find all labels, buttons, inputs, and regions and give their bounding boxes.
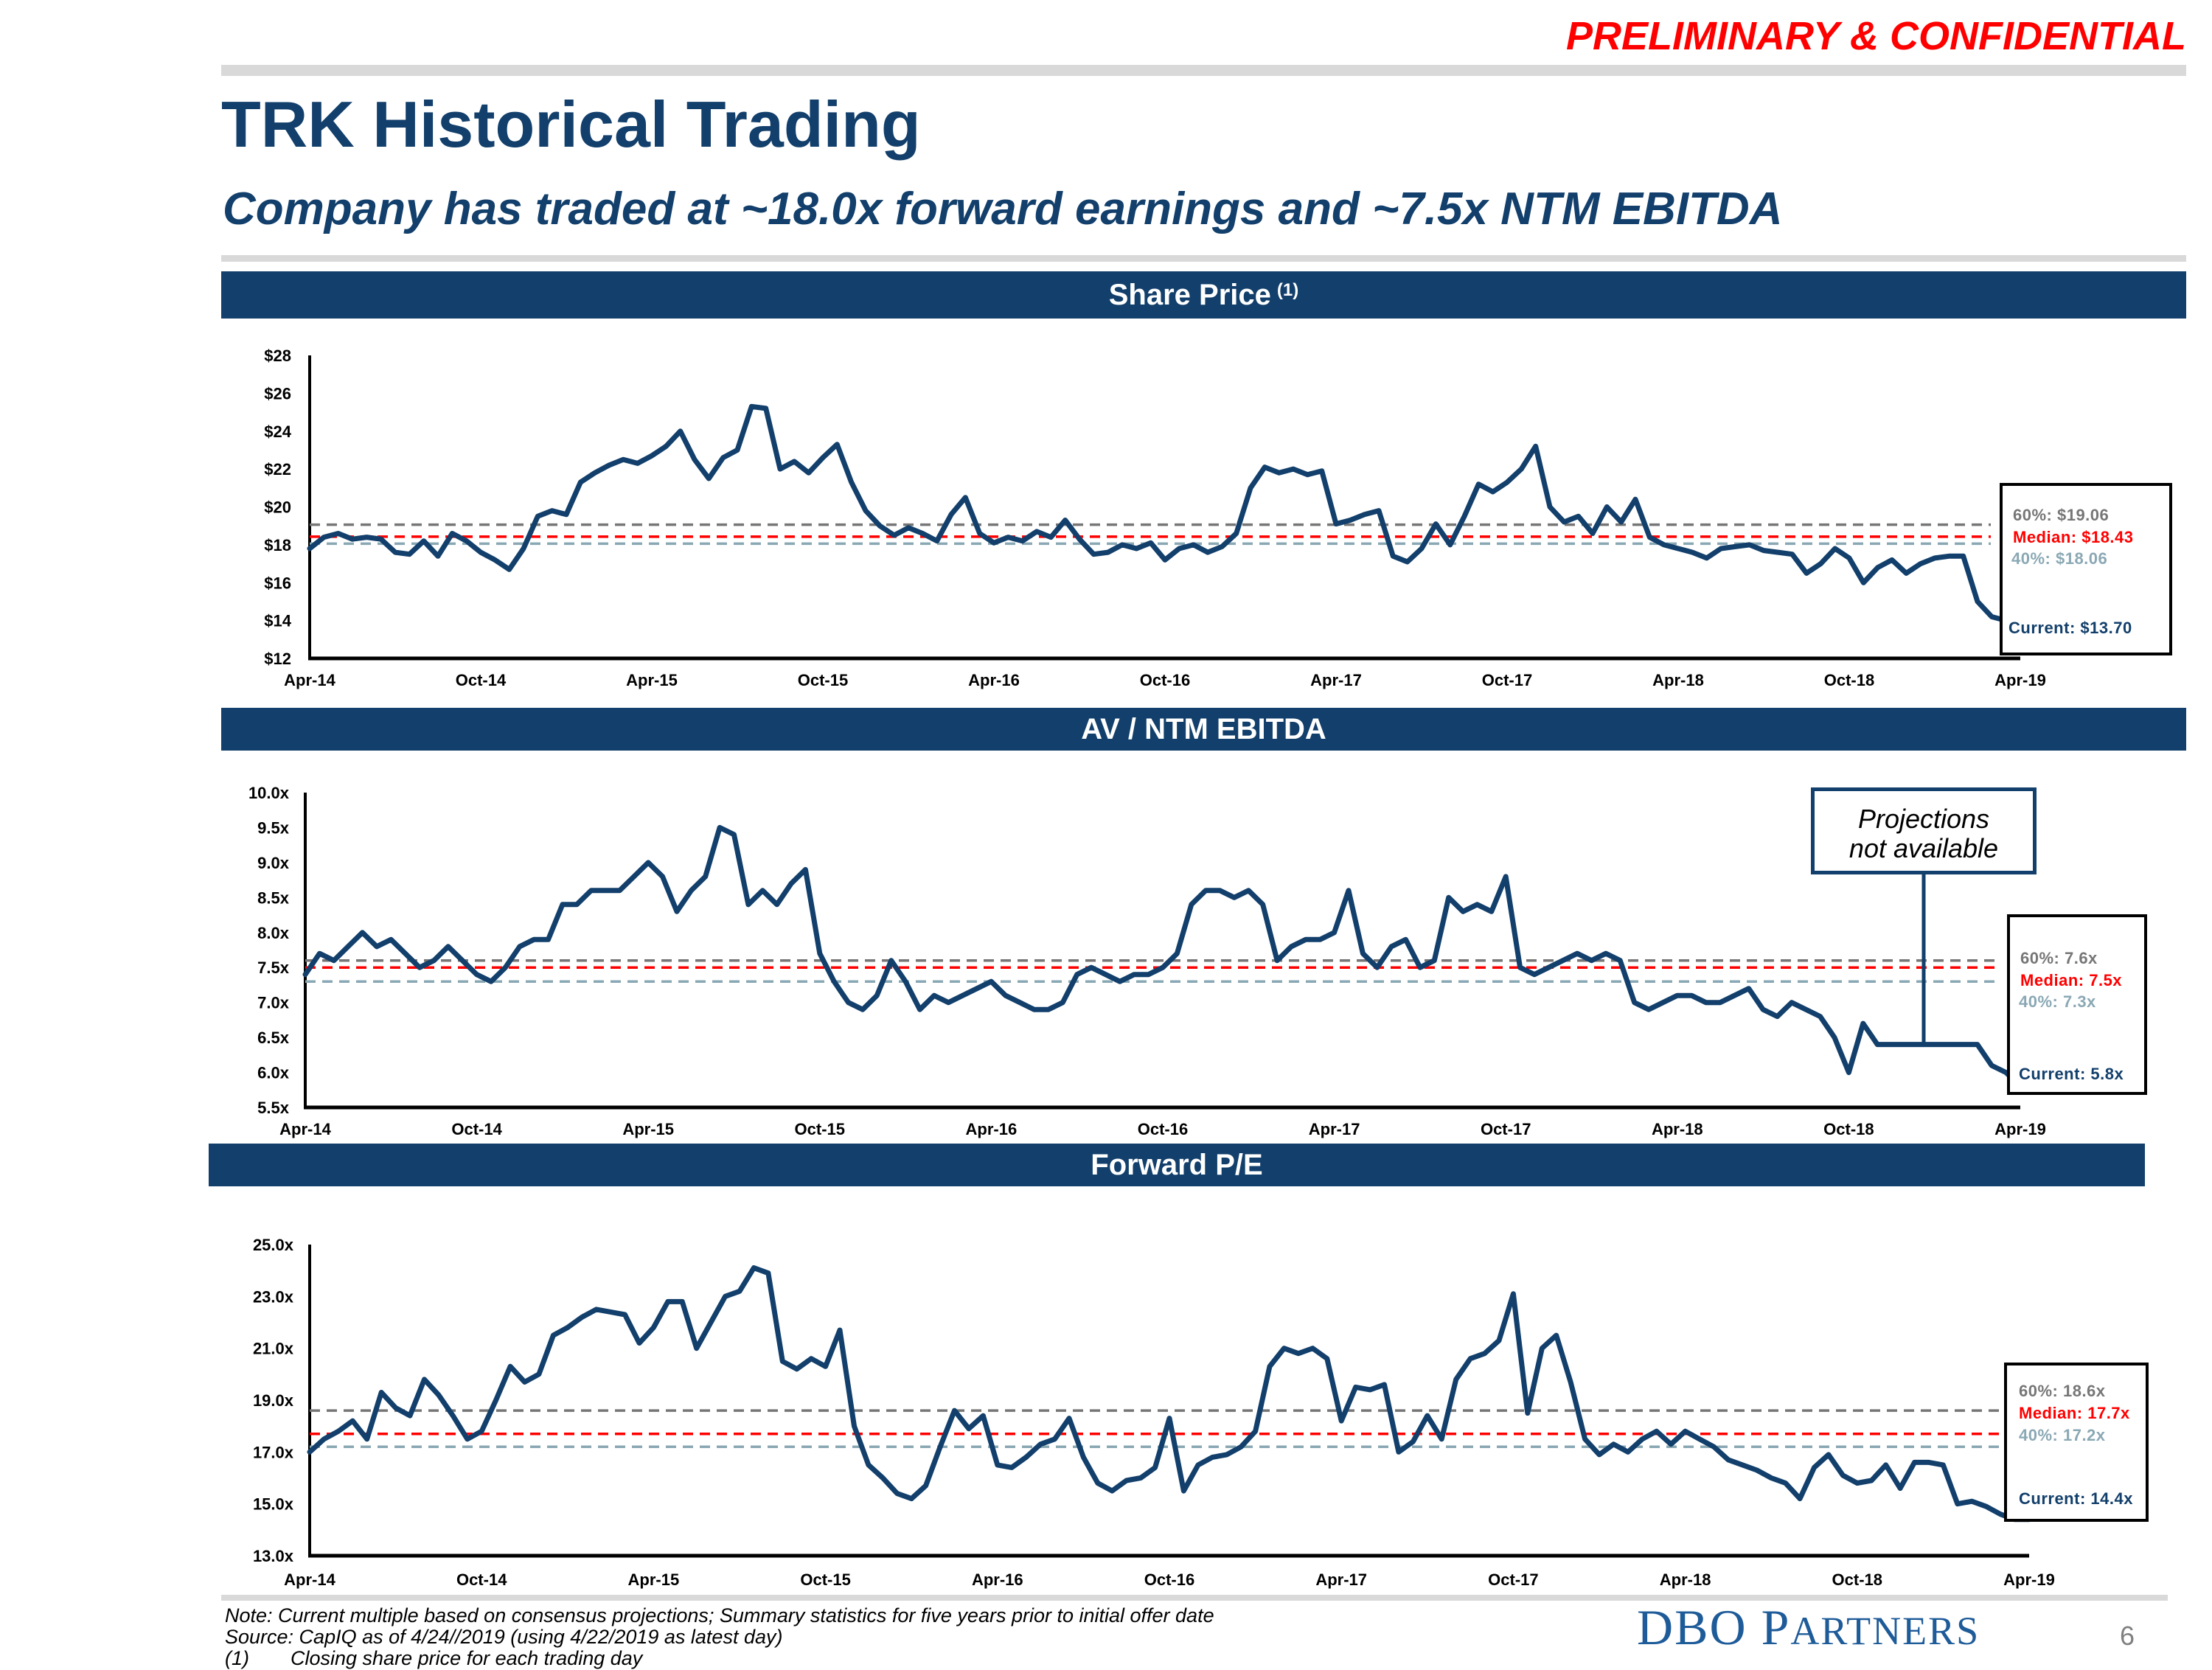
forward-pe-stats-box: 60%: 18.6x Median: 17.7x 40%: 17.2x Curr…: [2004, 1363, 2149, 1522]
y-tick-label: $22: [264, 460, 291, 479]
logo-p: P: [1761, 1599, 1791, 1655]
y-tick-label: 13.0x: [253, 1547, 294, 1565]
x-tick-label: Oct-16: [1138, 1120, 1188, 1138]
stat-current: Current: $13.70: [2008, 619, 2132, 638]
x-tick-label: Apr-16: [968, 671, 1020, 689]
x-tick-label: Apr-17: [1315, 1570, 1367, 1589]
y-tick-label: 19.0x: [253, 1391, 294, 1410]
ev-ebitda-chart: 5.5x 6.0x 6.5x 7.0x 7.5x 8.0x 8.5x 9.0x 9.5x 10.0…: [248, 784, 2046, 1138]
y-tick-label: 21.0x: [253, 1340, 294, 1358]
x-tick-label: Oct-17: [1488, 1570, 1538, 1589]
x-tick-label: Apr-17: [1310, 671, 1362, 689]
y-tick-label: 7.0x: [257, 994, 290, 1012]
x-tick-label: Oct-14: [451, 1120, 502, 1138]
x-tick-label: Apr-15: [628, 1570, 680, 1589]
stat-40pct: 40%: 7.3x: [2019, 992, 2096, 1012]
share-price-stats-box: 60%: $19.06 Median: $18.43 40%: $18.06 C…: [2000, 483, 2172, 655]
x-tick-label: Oct-18: [1832, 1570, 1882, 1589]
y-tick-label: 15.0x: [253, 1495, 294, 1514]
y-tick-label: 10.0x: [248, 784, 290, 802]
y-tick-label: 9.0x: [257, 854, 290, 872]
x-tick-label: Oct-17: [1482, 671, 1532, 689]
series-line: [310, 406, 2020, 626]
stat-median: Median: 7.5x: [2020, 971, 2122, 990]
x-tick-label: Apr-15: [622, 1120, 674, 1138]
stat-current: Current: 14.4x: [2019, 1489, 2133, 1509]
projections-callout: Projections not available: [1811, 787, 2037, 874]
footnote-number: (1): [225, 1647, 249, 1669]
x-tick-label: Apr-18: [1652, 671, 1704, 689]
y-tick-label: 17.0x: [253, 1443, 294, 1461]
y-tick-label: 23.0x: [253, 1287, 294, 1306]
footnote-text: Closing share price for each trading day: [291, 1647, 642, 1669]
x-tick-label: Apr-15: [626, 671, 678, 689]
x-tick-label: Oct-16: [1140, 671, 1190, 689]
y-tick-label: 8.0x: [257, 924, 290, 942]
y-tick-label: $20: [264, 498, 291, 517]
stat-40pct: 40%: $18.06: [2011, 549, 2107, 568]
stat-median: Median: 17.7x: [2019, 1404, 2130, 1423]
x-tick-label: Apr-19: [2003, 1570, 2055, 1589]
callout-line-2: not available: [1815, 834, 2033, 863]
x-tick-label: Apr-14: [284, 671, 335, 689]
x-tick-label: Oct-16: [1144, 1570, 1194, 1589]
forward-pe-chart: 13.0x 15.0x 17.0x 19.0x 21.0x 23.0x 25.0x Apr-1…: [253, 1236, 2055, 1589]
y-tick-label: 5.5x: [257, 1099, 290, 1117]
source-text: Source: CapIQ as of 4/24//2019 (using 4/…: [225, 1626, 782, 1649]
callout-line-1: Projections: [1815, 804, 2033, 834]
y-tick-label: $16: [264, 574, 291, 592]
x-tick-label: Oct-14: [456, 1570, 507, 1589]
stat-60pct: 60%: 18.6x: [2019, 1382, 2106, 1401]
y-tick-label: 9.5x: [257, 818, 290, 837]
y-tick-label: 8.5x: [257, 888, 290, 907]
y-tick-label: $24: [264, 422, 291, 441]
x-tick-label: Apr-19: [1994, 671, 2046, 689]
dbo-partners-logo: DBO PARTNERS: [1637, 1598, 1980, 1657]
stat-60pct: 60%: $19.06: [2013, 506, 2109, 525]
x-tick-label: Apr-17: [1309, 1120, 1360, 1138]
x-tick-label: Oct-15: [795, 1120, 845, 1138]
ev-ebitda-stats-box: 60%: 7.6x Median: 7.5x 40%: 7.3x Current…: [2007, 914, 2147, 1095]
y-tick-label: $12: [264, 650, 291, 668]
series-line: [310, 1268, 2029, 1520]
x-tick-label: Apr-19: [1994, 1120, 2046, 1138]
y-tick-label: 6.5x: [257, 1029, 290, 1047]
x-tick-label: Apr-14: [284, 1570, 335, 1589]
x-tick-label: Apr-18: [1652, 1120, 1703, 1138]
x-tick-label: Oct-17: [1481, 1120, 1531, 1138]
x-tick-label: Apr-14: [279, 1120, 331, 1138]
x-tick-label: Oct-18: [1823, 1120, 1874, 1138]
logo-artners: ARTNERS: [1790, 1609, 1980, 1653]
y-tick-label: $28: [264, 347, 291, 365]
y-tick-label: 6.0x: [257, 1064, 290, 1082]
y-tick-label: 25.0x: [253, 1236, 294, 1254]
y-tick-label: $26: [264, 384, 291, 403]
page-number: 6: [2120, 1621, 2135, 1652]
stat-current: Current: 5.8x: [2019, 1065, 2124, 1084]
x-tick-label: Apr-18: [1660, 1570, 1711, 1589]
logo-dbo: DBO: [1637, 1599, 1747, 1655]
y-tick-label: 7.5x: [257, 958, 290, 977]
x-tick-label: Oct-15: [800, 1570, 850, 1589]
x-tick-label: Apr-16: [966, 1120, 1018, 1138]
y-tick-label: $14: [264, 612, 291, 630]
x-tick-label: Oct-18: [1824, 671, 1874, 689]
series-line: [305, 827, 2020, 1086]
stat-median: Median: $18.43: [2013, 528, 2134, 547]
stat-40pct: 40%: 17.2x: [2019, 1426, 2106, 1445]
stat-60pct: 60%: 7.6x: [2020, 949, 2098, 968]
x-tick-label: Oct-14: [456, 671, 507, 689]
x-tick-label: Oct-15: [798, 671, 848, 689]
share-price-chart: $12 $14 $16 $18 $20 $22 $24 $26 $28 Apr-14 Oct-14 A…: [264, 347, 2046, 689]
note-text: Note: Current multiple based on consensu…: [225, 1604, 1214, 1627]
x-tick-label: Apr-16: [972, 1570, 1023, 1589]
y-tick-label: $18: [264, 536, 291, 554]
